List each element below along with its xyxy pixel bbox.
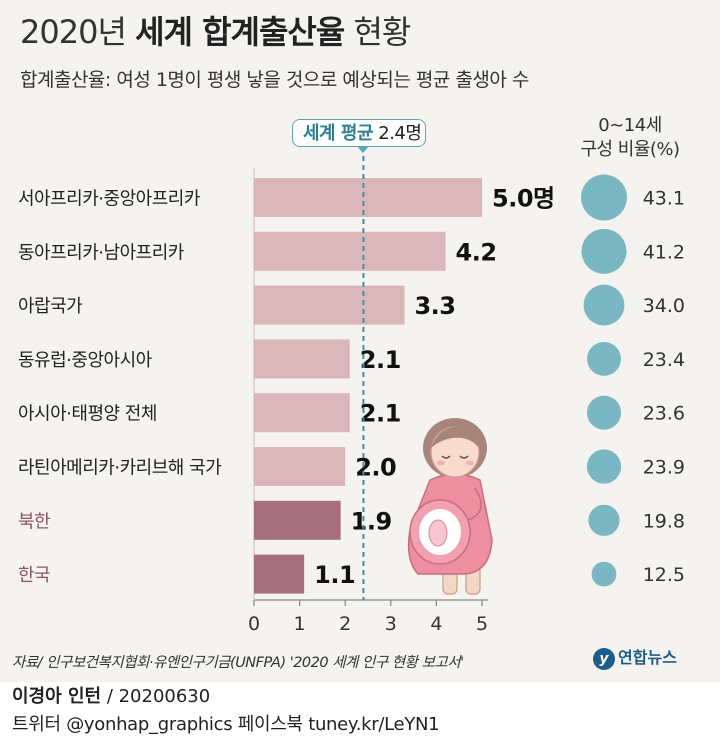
x-tick-label: 2: [339, 613, 351, 635]
social-links: 트위터 @yonhap_graphics 페이스북 tuney.kr/LeYN1: [12, 714, 440, 735]
x-tick-label: 1: [294, 613, 306, 635]
illustration-eye: [441, 455, 451, 459]
world-average-name: 세계 평균: [303, 123, 374, 144]
category-label: 아시아·태평양 전체: [18, 404, 157, 425]
credit-author: 이경아 인턴: [12, 686, 102, 707]
illustration-eye: [459, 455, 469, 459]
source-note: 자료/ 인구보건복지협회·유엔인구기금(UNFPA) '2020 세계 인구 현…: [12, 655, 464, 671]
ratio-circle: [586, 395, 622, 430]
bar-value-label: 2.1: [360, 346, 401, 374]
bar-value-label: 2.1: [360, 400, 401, 428]
ratio-circle: [581, 174, 627, 221]
bar: [254, 339, 350, 379]
illustration-baby: [428, 519, 448, 547]
bar: [254, 231, 446, 271]
ratio-header-line2: 구성 비율(%): [580, 139, 680, 160]
bar-value-label: 4.2: [456, 238, 497, 266]
ratio-circle: [583, 284, 625, 326]
chart-title: 2020년 세계 합계출산율 현황: [20, 12, 411, 52]
category-label: 아랍국가: [18, 296, 82, 317]
category-label: 서아프리카·중앙아프리카: [18, 189, 200, 210]
bar: [254, 178, 482, 217]
illustration-arm: [467, 487, 482, 521]
bar-value-label: 5.0명: [492, 185, 555, 213]
ratio-circle: [588, 504, 620, 536]
world-average-pointer: [357, 146, 369, 153]
publisher-logo: y 연합뉴스: [593, 645, 677, 671]
x-tick-label: 5: [476, 613, 488, 635]
illustration-cheek: [437, 460, 445, 466]
ratio-value-label: 12.5: [643, 564, 685, 586]
ratio-circle: [591, 561, 617, 587]
bar: [254, 393, 350, 433]
ratio-value-label: 43.1: [643, 188, 685, 210]
category-label: 한국: [18, 565, 50, 586]
title-main: 세계 합계출산율: [135, 13, 345, 51]
ratio-value-label: 23.4: [643, 349, 685, 371]
ratio-value-label: 34.0: [643, 295, 685, 317]
ratio-circle: [587, 341, 621, 376]
bar: [254, 554, 305, 594]
ratio-value-label: 23.9: [643, 457, 685, 479]
ratio-circle: [586, 449, 622, 484]
category-label: 라틴아메리카·카리브해 국가: [18, 458, 221, 479]
category-label: 동아프리카·남아프리카: [18, 242, 184, 263]
ratio-circle: [581, 228, 627, 274]
bar-value-label: 1.9: [351, 507, 392, 535]
title-status: 현황: [353, 13, 411, 51]
illustration-bangs: [431, 426, 480, 448]
bar: [254, 500, 341, 540]
illustration-cheek: [466, 460, 474, 466]
fertility-bar-chart: 0 1 2 3 4 5 서아프리카·중앙아프리카 5.0명 43.1 동아프리카·남아프리카 4.2…: [18, 156, 685, 635]
world-average-value: 2.4명: [378, 123, 422, 144]
ratio-value-label: 23.6: [643, 403, 685, 425]
logo-mark: y: [593, 647, 615, 670]
credit-line: 이경아 인턴 / 20200630: [12, 686, 210, 708]
ratio-value-label: 19.8: [643, 510, 685, 532]
credit-date: / 20200630: [106, 686, 211, 707]
bar-value-label: 1.1: [314, 561, 355, 589]
ratio-column-header: 0∼14세 구성 비율(%): [572, 114, 688, 162]
ratio-header-line1: 0∼14세: [598, 115, 662, 136]
x-tick-label: 4: [430, 613, 442, 635]
ratio-value-label: 41.2: [643, 241, 685, 263]
bar-value-label: 3.3: [414, 292, 455, 320]
logo-text: 연합뉴스: [618, 648, 677, 667]
category-label: 북한: [18, 511, 50, 532]
bar: [254, 285, 405, 325]
category-label: 동유럽·중앙아시아: [18, 350, 153, 371]
bar-value-label: 2.0: [355, 454, 396, 482]
title-year: 2020년: [20, 13, 127, 51]
x-tick-label: 0: [248, 613, 260, 635]
pregnant-woman-illustration: [407, 418, 493, 595]
x-tick-label: 3: [385, 613, 397, 635]
chart-subtitle: 합계출산율: 여성 1명이 평생 낳을 것으로 예상되는 평균 출생아 수: [20, 69, 529, 91]
bar: [254, 447, 346, 486]
